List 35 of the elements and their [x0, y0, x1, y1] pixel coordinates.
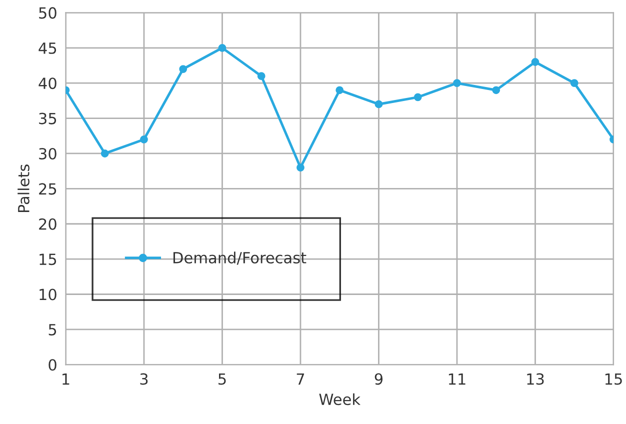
y-tick-label: 50 [39, 7, 56, 19]
x-tick-label: 9 [374, 373, 383, 385]
y-tick-label: 5 [48, 324, 56, 336]
y-tick-label: 30 [39, 148, 56, 160]
x-tick-label: 11 [448, 373, 466, 385]
y-tick-label: 10 [40, 288, 56, 300]
legend-label: Demand/Forecast [173, 252, 306, 265]
y-tick-label: 40 [38, 78, 56, 90]
y-axis-title: Pallets [18, 164, 30, 212]
point [296, 164, 304, 172]
point [374, 100, 383, 108]
point [531, 58, 540, 66]
x-tick-label: 7 [296, 373, 304, 385]
x-tick-label: 13 [527, 373, 544, 385]
point [140, 135, 148, 144]
x-tick-label: 1 [62, 373, 70, 385]
y-tick-label: 20 [39, 218, 56, 230]
y-tick-label: 45 [38, 42, 56, 54]
point [179, 65, 188, 73]
y-tick-label: 15 [40, 254, 56, 266]
x-axis-title: Week [319, 393, 360, 406]
point [453, 79, 461, 88]
point [100, 150, 109, 158]
x-tick-label: 15 [605, 373, 622, 385]
point [414, 93, 422, 102]
x-tick-label: 3 [140, 373, 148, 385]
point [492, 86, 500, 94]
point [257, 72, 266, 80]
x-tick-label: 5 [218, 373, 226, 385]
point [218, 44, 226, 52]
point [570, 79, 578, 88]
point [336, 86, 344, 94]
y-tick-label: 25 [39, 183, 56, 195]
y-tick-label: 0 [48, 359, 56, 371]
y-tick-label: 35 [39, 112, 56, 124]
